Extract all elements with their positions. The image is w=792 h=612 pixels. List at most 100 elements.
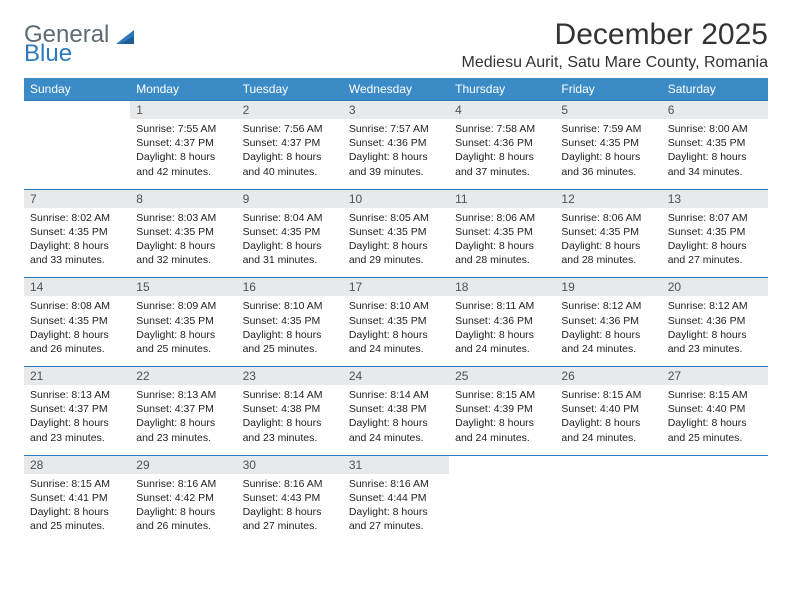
calendar-cell: 16Sunrise: 8:10 AMSunset: 4:35 PMDayligh… bbox=[237, 277, 343, 366]
day-details: Sunrise: 8:12 AMSunset: 4:36 PMDaylight:… bbox=[555, 296, 661, 366]
day-details: Sunrise: 8:10 AMSunset: 4:35 PMDaylight:… bbox=[343, 296, 449, 366]
calendar-cell: . bbox=[555, 455, 661, 544]
day-details: Sunrise: 8:08 AMSunset: 4:35 PMDaylight:… bbox=[24, 296, 130, 366]
weekday-header: Sunday bbox=[24, 78, 130, 100]
calendar-cell: 31Sunrise: 8:16 AMSunset: 4:44 PMDayligh… bbox=[343, 455, 449, 544]
day-details: Sunrise: 8:13 AMSunset: 4:37 PMDaylight:… bbox=[24, 385, 130, 455]
day-number: 10 bbox=[343, 190, 449, 208]
calendar-cell: 25Sunrise: 8:15 AMSunset: 4:39 PMDayligh… bbox=[449, 366, 555, 455]
calendar-week-row: 7Sunrise: 8:02 AMSunset: 4:35 PMDaylight… bbox=[24, 189, 768, 278]
calendar-cell: . bbox=[662, 455, 768, 544]
calendar-cell: 27Sunrise: 8:15 AMSunset: 4:40 PMDayligh… bbox=[662, 366, 768, 455]
calendar-cell: 30Sunrise: 8:16 AMSunset: 4:43 PMDayligh… bbox=[237, 455, 343, 544]
day-details: Sunrise: 8:00 AMSunset: 4:35 PMDaylight:… bbox=[662, 119, 768, 189]
day-number: 16 bbox=[237, 278, 343, 296]
day-details: Sunrise: 8:06 AMSunset: 4:35 PMDaylight:… bbox=[555, 208, 661, 278]
calendar-cell: 19Sunrise: 8:12 AMSunset: 4:36 PMDayligh… bbox=[555, 277, 661, 366]
calendar-week-row: .1Sunrise: 7:55 AMSunset: 4:37 PMDayligh… bbox=[24, 100, 768, 189]
calendar-page: General Blue December 2025 Mediesu Aurit… bbox=[0, 0, 792, 543]
weekday-header: Friday bbox=[555, 78, 661, 100]
weekday-header: Saturday bbox=[662, 78, 768, 100]
weekday-header: Thursday bbox=[449, 78, 555, 100]
title-block: December 2025 Mediesu Aurit, Satu Mare C… bbox=[461, 18, 768, 72]
day-number: 18 bbox=[449, 278, 555, 296]
calendar-cell: 8Sunrise: 8:03 AMSunset: 4:35 PMDaylight… bbox=[130, 189, 236, 278]
day-details: Sunrise: 7:55 AMSunset: 4:37 PMDaylight:… bbox=[130, 119, 236, 189]
calendar-table: SundayMondayTuesdayWednesdayThursdayFrid… bbox=[24, 78, 768, 543]
calendar-cell: 24Sunrise: 8:14 AMSunset: 4:38 PMDayligh… bbox=[343, 366, 449, 455]
day-details: Sunrise: 8:11 AMSunset: 4:36 PMDaylight:… bbox=[449, 296, 555, 366]
day-number: 28 bbox=[24, 456, 130, 474]
day-details: Sunrise: 8:04 AMSunset: 4:35 PMDaylight:… bbox=[237, 208, 343, 278]
day-number: 12 bbox=[555, 190, 661, 208]
calendar-cell: 2Sunrise: 7:56 AMSunset: 4:37 PMDaylight… bbox=[237, 100, 343, 189]
day-details: Sunrise: 8:05 AMSunset: 4:35 PMDaylight:… bbox=[343, 208, 449, 278]
calendar-cell: 9Sunrise: 8:04 AMSunset: 4:35 PMDaylight… bbox=[237, 189, 343, 278]
calendar-cell: 22Sunrise: 8:13 AMSunset: 4:37 PMDayligh… bbox=[130, 366, 236, 455]
calendar-cell: 14Sunrise: 8:08 AMSunset: 4:35 PMDayligh… bbox=[24, 277, 130, 366]
day-number: 6 bbox=[662, 101, 768, 119]
calendar-cell: 20Sunrise: 8:12 AMSunset: 4:36 PMDayligh… bbox=[662, 277, 768, 366]
calendar-cell: 15Sunrise: 8:09 AMSunset: 4:35 PMDayligh… bbox=[130, 277, 236, 366]
page-title: December 2025 bbox=[461, 18, 768, 52]
day-details: Sunrise: 8:16 AMSunset: 4:42 PMDaylight:… bbox=[130, 474, 236, 544]
calendar-header-row: SundayMondayTuesdayWednesdayThursdayFrid… bbox=[24, 78, 768, 100]
day-number: 19 bbox=[555, 278, 661, 296]
day-number: 11 bbox=[449, 190, 555, 208]
page-header: General Blue December 2025 Mediesu Aurit… bbox=[24, 18, 768, 72]
calendar-cell: 13Sunrise: 8:07 AMSunset: 4:35 PMDayligh… bbox=[662, 189, 768, 278]
calendar-cell: 29Sunrise: 8:16 AMSunset: 4:42 PMDayligh… bbox=[130, 455, 236, 544]
day-details: Sunrise: 8:15 AMSunset: 4:40 PMDaylight:… bbox=[555, 385, 661, 455]
calendar-cell: 5Sunrise: 7:59 AMSunset: 4:35 PMDaylight… bbox=[555, 100, 661, 189]
day-number: 20 bbox=[662, 278, 768, 296]
calendar-cell: 18Sunrise: 8:11 AMSunset: 4:36 PMDayligh… bbox=[449, 277, 555, 366]
calendar-week-row: 28Sunrise: 8:15 AMSunset: 4:41 PMDayligh… bbox=[24, 455, 768, 544]
calendar-cell: 10Sunrise: 8:05 AMSunset: 4:35 PMDayligh… bbox=[343, 189, 449, 278]
calendar-cell: 21Sunrise: 8:13 AMSunset: 4:37 PMDayligh… bbox=[24, 366, 130, 455]
calendar-cell: 17Sunrise: 8:10 AMSunset: 4:35 PMDayligh… bbox=[343, 277, 449, 366]
day-details: Sunrise: 8:06 AMSunset: 4:35 PMDaylight:… bbox=[449, 208, 555, 278]
calendar-cell: 7Sunrise: 8:02 AMSunset: 4:35 PMDaylight… bbox=[24, 189, 130, 278]
calendar-cell: 12Sunrise: 8:06 AMSunset: 4:35 PMDayligh… bbox=[555, 189, 661, 278]
day-number: 21 bbox=[24, 367, 130, 385]
day-details: Sunrise: 7:56 AMSunset: 4:37 PMDaylight:… bbox=[237, 119, 343, 189]
day-details: Sunrise: 8:14 AMSunset: 4:38 PMDaylight:… bbox=[237, 385, 343, 455]
day-number: 27 bbox=[662, 367, 768, 385]
calendar-cell: 3Sunrise: 7:57 AMSunset: 4:36 PMDaylight… bbox=[343, 100, 449, 189]
day-details: Sunrise: 8:07 AMSunset: 4:35 PMDaylight:… bbox=[662, 208, 768, 278]
day-details: Sunrise: 8:15 AMSunset: 4:40 PMDaylight:… bbox=[662, 385, 768, 455]
calendar-cell: 26Sunrise: 8:15 AMSunset: 4:40 PMDayligh… bbox=[555, 366, 661, 455]
day-details: Sunrise: 8:09 AMSunset: 4:35 PMDaylight:… bbox=[130, 296, 236, 366]
day-details bbox=[24, 119, 130, 177]
day-details: Sunrise: 8:16 AMSunset: 4:43 PMDaylight:… bbox=[237, 474, 343, 544]
day-details: Sunrise: 8:02 AMSunset: 4:35 PMDaylight:… bbox=[24, 208, 130, 278]
day-details: Sunrise: 8:10 AMSunset: 4:35 PMDaylight:… bbox=[237, 296, 343, 366]
calendar-cell: . bbox=[24, 100, 130, 189]
day-number: 1 bbox=[130, 101, 236, 119]
day-number: 15 bbox=[130, 278, 236, 296]
day-details: Sunrise: 8:13 AMSunset: 4:37 PMDaylight:… bbox=[130, 385, 236, 455]
calendar-cell: 23Sunrise: 8:14 AMSunset: 4:38 PMDayligh… bbox=[237, 366, 343, 455]
weekday-header: Wednesday bbox=[343, 78, 449, 100]
day-number: 29 bbox=[130, 456, 236, 474]
calendar-cell: 28Sunrise: 8:15 AMSunset: 4:41 PMDayligh… bbox=[24, 455, 130, 544]
calendar-cell: 11Sunrise: 8:06 AMSunset: 4:35 PMDayligh… bbox=[449, 189, 555, 278]
day-details: Sunrise: 8:15 AMSunset: 4:39 PMDaylight:… bbox=[449, 385, 555, 455]
day-number: 30 bbox=[237, 456, 343, 474]
calendar-cell: 4Sunrise: 7:58 AMSunset: 4:36 PMDaylight… bbox=[449, 100, 555, 189]
day-details bbox=[449, 474, 555, 532]
calendar-cell: . bbox=[449, 455, 555, 544]
day-details bbox=[555, 474, 661, 532]
day-details bbox=[662, 474, 768, 532]
calendar-week-row: 14Sunrise: 8:08 AMSunset: 4:35 PMDayligh… bbox=[24, 277, 768, 366]
calendar-cell: 6Sunrise: 8:00 AMSunset: 4:35 PMDaylight… bbox=[662, 100, 768, 189]
day-details: Sunrise: 7:57 AMSunset: 4:36 PMDaylight:… bbox=[343, 119, 449, 189]
day-number: 2 bbox=[237, 101, 343, 119]
day-number: 4 bbox=[449, 101, 555, 119]
logo: General Blue bbox=[24, 18, 138, 65]
day-number: 7 bbox=[24, 190, 130, 208]
day-details: Sunrise: 8:14 AMSunset: 4:38 PMDaylight:… bbox=[343, 385, 449, 455]
day-details: Sunrise: 8:16 AMSunset: 4:44 PMDaylight:… bbox=[343, 474, 449, 544]
day-number: 8 bbox=[130, 190, 236, 208]
day-number: 22 bbox=[130, 367, 236, 385]
